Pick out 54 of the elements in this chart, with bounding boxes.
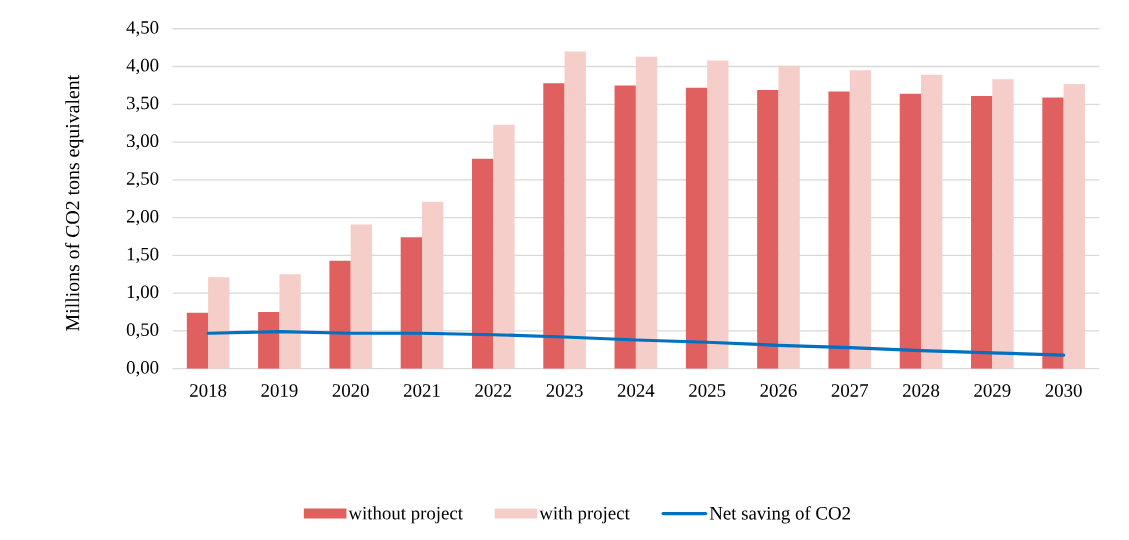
y-tick-label: 4,00 xyxy=(126,58,159,75)
bar xyxy=(493,124,515,369)
bar xyxy=(186,312,209,369)
legend-label: without project xyxy=(348,506,463,524)
x-tick-label: 2027 xyxy=(831,384,869,397)
x-tick-label: 2022 xyxy=(475,384,512,397)
bar xyxy=(614,85,636,369)
bar xyxy=(921,74,943,369)
x-tick-label: 2029 xyxy=(974,384,1011,397)
bar xyxy=(208,277,230,369)
bar xyxy=(635,56,658,369)
y-tick-label: 2,50 xyxy=(126,172,159,188)
bar xyxy=(971,95,993,369)
x-tick-label: 2030 xyxy=(1045,384,1082,397)
x-tick-label: 2019 xyxy=(261,384,298,397)
y-tick-label: 0,00 xyxy=(126,360,159,377)
bar xyxy=(707,60,729,369)
bar xyxy=(992,79,1014,369)
legend-label: Net saving of CO2 xyxy=(709,506,850,524)
bar xyxy=(471,158,494,369)
x-tick-label: 2023 xyxy=(546,384,583,397)
x-tick-label: 2021 xyxy=(403,384,440,397)
bar xyxy=(279,274,301,369)
x-tick-label: 2025 xyxy=(689,384,726,397)
bar xyxy=(543,83,565,369)
y-tick-label: 4,50 xyxy=(126,20,159,37)
bar xyxy=(350,224,373,369)
line-series xyxy=(206,330,1066,357)
x-tick-label: 2018 xyxy=(190,384,227,397)
y-tick-label: 1,50 xyxy=(127,247,159,264)
bar xyxy=(685,87,708,369)
bar xyxy=(778,65,800,369)
x-tick-label: 2020 xyxy=(332,384,369,397)
bar xyxy=(849,70,872,369)
bar xyxy=(564,51,586,369)
y-tick-label: 3,00 xyxy=(127,134,159,150)
y-tick-label: 2,00 xyxy=(126,209,159,226)
legend-label: with project xyxy=(539,506,630,524)
bar xyxy=(1063,83,1085,369)
bar xyxy=(400,237,422,369)
bar xyxy=(899,93,922,369)
x-tick-label: 2026 xyxy=(760,384,797,397)
bar xyxy=(329,260,351,369)
bar xyxy=(258,311,280,369)
y-axis-title: Millions of CO2 tons equivalent xyxy=(65,74,84,331)
bar xyxy=(422,201,444,369)
bar xyxy=(1042,97,1064,369)
y-tick-label: 1,00 xyxy=(127,285,159,301)
bar xyxy=(757,89,779,369)
y-tick-label: 0,50 xyxy=(126,323,159,339)
y-tick-label: 3,50 xyxy=(127,96,159,112)
x-tick-label: 2024 xyxy=(617,384,655,397)
bar xyxy=(828,91,850,369)
x-tick-label: 2028 xyxy=(903,384,940,397)
